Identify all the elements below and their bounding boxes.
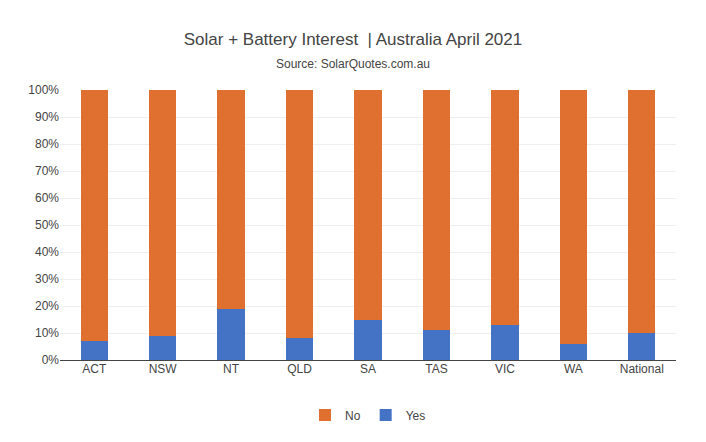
svg-text:NSW: NSW (149, 362, 178, 376)
svg-text:SA: SA (360, 362, 376, 376)
svg-text:80%: 80% (35, 137, 59, 151)
svg-text:No: No (345, 409, 361, 423)
svg-text:National: National (620, 362, 664, 376)
svg-text:WA: WA (564, 362, 583, 376)
svg-text:QLD: QLD (287, 362, 312, 376)
svg-text:30%: 30% (35, 272, 59, 286)
svg-text:100%: 100% (28, 83, 59, 97)
svg-text:40%: 40% (35, 245, 59, 259)
svg-text:60%: 60% (35, 191, 59, 205)
svg-text:ACT: ACT (82, 362, 107, 376)
svg-text:50%: 50% (35, 218, 59, 232)
svg-text:Source: SolarQuotes.com.au: Source: SolarQuotes.com.au (276, 57, 430, 71)
svg-text:TAS: TAS (425, 362, 447, 376)
svg-text:VIC: VIC (495, 362, 515, 376)
svg-text:20%: 20% (35, 299, 59, 313)
svg-text:NT: NT (223, 362, 240, 376)
svg-text:70%: 70% (35, 164, 59, 178)
svg-text:Solar + Battery Interest | Au: Solar + Battery Interest | Australia Apr… (184, 30, 522, 49)
svg-text:Yes: Yes (406, 409, 426, 423)
svg-text:90%: 90% (35, 110, 59, 124)
svg-text:0%: 0% (42, 353, 60, 367)
svg-text:10%: 10% (35, 326, 59, 340)
